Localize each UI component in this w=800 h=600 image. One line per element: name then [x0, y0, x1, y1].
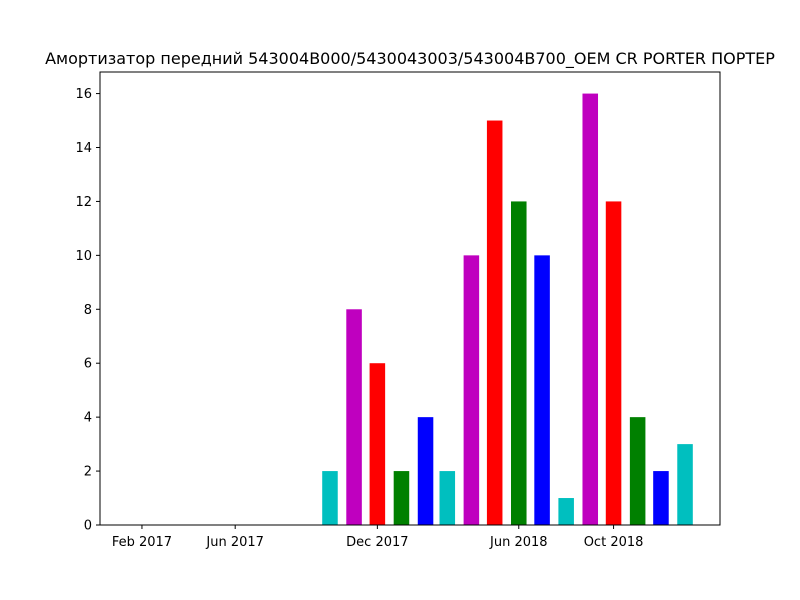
- bar-2018-04: [463, 255, 480, 525]
- bar-2019-01: [677, 444, 693, 525]
- x-tick-label: Feb 2017: [112, 535, 172, 550]
- bar-2017-11: [346, 309, 362, 525]
- y-tick-label: 14: [75, 141, 92, 156]
- x-tick-label: Jun 2017: [205, 535, 264, 550]
- y-tick-label: 2: [84, 465, 92, 480]
- bar-2018-07: [534, 255, 550, 525]
- chart-title: Амортизатор передний 543004B000/54300430…: [45, 49, 775, 69]
- bar-2017-10: [322, 471, 338, 525]
- bar-2018-09: [582, 93, 599, 526]
- x-tick-label: Jun 2018: [489, 535, 548, 550]
- y-tick-label: 8: [84, 303, 92, 318]
- bar-2018-11: [629, 417, 646, 525]
- y-tick-label: 12: [75, 195, 92, 210]
- bar-2018-02: [417, 417, 434, 525]
- y-tick-label: 4: [84, 411, 92, 426]
- bars-layer: [322, 93, 693, 526]
- bar-2018-01: [393, 471, 410, 525]
- plot-frame: [99, 71, 721, 526]
- bar-2018-12: [653, 471, 669, 525]
- y-tick-label: 10: [75, 249, 92, 264]
- bar-2018-08: [558, 498, 574, 525]
- y-tick-label: 0: [84, 519, 92, 534]
- y-tick-label: 16: [75, 87, 92, 102]
- y-tick-label: 6: [84, 357, 92, 372]
- bar-2017-12: [369, 363, 386, 525]
- axes-layer: 0 2 4 6 8 10 12 14 16 Feb 2017 Jun 2017 Dec 2017 Jun…: [75, 71, 721, 550]
- bar-2018-05: [486, 120, 503, 526]
- x-tick-label: Oct 2018: [584, 535, 644, 550]
- x-tick-label: Dec 2017: [346, 535, 408, 550]
- bar-2018-06: [511, 201, 527, 525]
- bar-2018-10: [605, 201, 622, 525]
- bar-2018-03: [439, 471, 456, 525]
